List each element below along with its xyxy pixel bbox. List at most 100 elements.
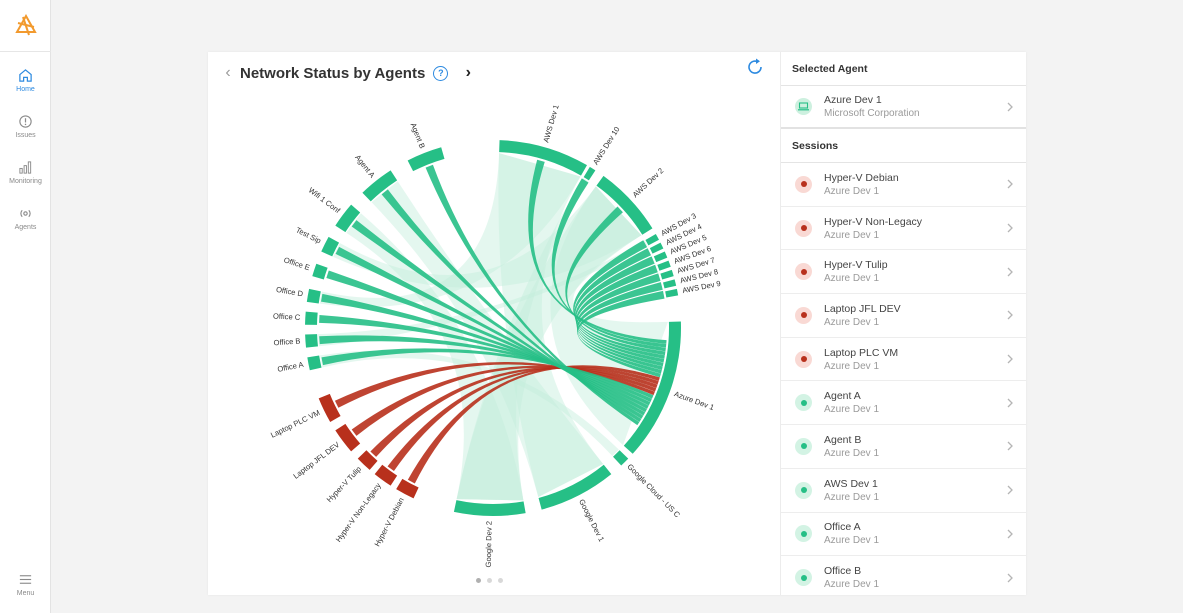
session-row[interactable]: Hyper-V Tulip Azure Dev 1 [781, 250, 1026, 295]
home-icon [19, 68, 32, 82]
session-row[interactable]: Agent B Azure Dev 1 [781, 425, 1026, 469]
nav-home[interactable]: Home [0, 58, 51, 102]
chord-arc[interactable] [613, 450, 629, 466]
chord-arc[interactable] [305, 311, 318, 325]
session-agent: Azure Dev 1 [824, 185, 880, 197]
chord-arc[interactable] [663, 279, 677, 289]
session-row[interactable]: AWS Dev 1 Azure Dev 1 [781, 469, 1026, 513]
session-list: Hyper-V Debian Azure Dev 1 Hyper-V Non-Leg… [781, 163, 1026, 595]
session-name: Hyper-V Tulip [824, 259, 888, 272]
chord-arc[interactable] [645, 234, 659, 246]
chord-arc[interactable] [362, 170, 398, 202]
chord-arc[interactable] [318, 393, 341, 422]
laptop-icon [795, 98, 812, 115]
chevron-right-icon [1007, 485, 1013, 495]
status-dot [800, 181, 807, 188]
status-indicator-icon [795, 306, 812, 324]
chord-label: AWS Dev 1 [541, 104, 560, 144]
session-row[interactable]: Agent A Azure Dev 1 [781, 381, 1026, 426]
chord-label: Google Dev 1 [577, 498, 606, 543]
chord-arc[interactable] [653, 251, 668, 263]
chord-label: AWS Dev 2 [631, 166, 666, 199]
chord-arc[interactable] [312, 263, 328, 280]
session-row[interactable]: Office B Azure Dev 1 [781, 556, 1026, 595]
chord-ribbon [575, 264, 664, 367]
nav-issues[interactable]: Issues [0, 104, 51, 148]
chord-arc[interactable] [374, 464, 398, 486]
sidebar: Home Issues Monitoring Agents Menu [0, 0, 51, 613]
status-dot [800, 443, 807, 450]
session-row[interactable]: Laptop JFL DEV Azure Dev 1 [781, 294, 1026, 338]
nav-agents[interactable]: Agents [0, 196, 51, 240]
chord-arc[interactable] [665, 288, 679, 298]
status-indicator-icon [795, 437, 812, 455]
chord-ribbon [321, 293, 649, 409]
status-indicator-icon [795, 175, 812, 193]
chord-arc[interactable] [396, 478, 419, 499]
background-ribbon [456, 177, 589, 501]
chord-arc[interactable] [335, 204, 361, 233]
session-row[interactable]: Office A Azure Dev 1 [781, 513, 1026, 557]
session-name: Hyper-V Debian [824, 171, 899, 184]
chord-ribbon [326, 270, 647, 413]
app-logo[interactable] [0, 0, 51, 52]
status-indicator-icon [795, 569, 812, 587]
chord-label: Office E [283, 255, 311, 272]
chord-arc[interactable] [335, 423, 361, 452]
next-chart-button[interactable]: › [465, 64, 471, 81]
chord-ribbon [574, 248, 665, 359]
chord-label: Agent A [353, 153, 377, 180]
nav-menu[interactable]: Menu [0, 562, 51, 606]
status-indicator-icon [795, 525, 812, 543]
chord-label: Laptop PLC VM [269, 408, 321, 440]
previous-chart-button[interactable]: ‹ [225, 64, 231, 81]
chord-ribbon [334, 361, 655, 408]
session-row[interactable]: Hyper-V Non-Legacy Azure Dev 1 [781, 207, 1026, 251]
session-text: Laptop JFL DEV Azure Dev 1 [824, 303, 901, 328]
chord-arc[interactable] [499, 140, 587, 176]
chord-arc[interactable] [657, 260, 671, 271]
chord-arc[interactable] [321, 236, 340, 257]
chord-ribbons [318, 153, 668, 501]
session-text: AWS Dev 1 Azure Dev 1 [824, 478, 879, 503]
background-ribbon [498, 153, 604, 498]
session-row[interactable]: Hyper-V Debian Azure Dev 1 [781, 163, 1026, 207]
chord-arc[interactable] [407, 147, 445, 172]
page-dot-1[interactable] [476, 578, 481, 583]
chord-label: Agent B [409, 121, 427, 149]
chord-arc[interactable] [596, 175, 653, 235]
status-dot [800, 530, 807, 537]
chord-label: Google Cloud - US C [625, 462, 682, 520]
refresh-icon[interactable] [744, 56, 766, 78]
session-text: Agent B Azure Dev 1 [824, 434, 879, 459]
session-agent: Azure Dev 1 [824, 273, 880, 285]
chord-ribbon [319, 314, 651, 406]
alert-circle-icon [19, 114, 32, 128]
chord-arc[interactable] [306, 288, 321, 304]
status-indicator-icon [795, 350, 812, 368]
chord-arc[interactable] [583, 166, 596, 181]
chord-arc[interactable] [660, 269, 674, 280]
chord-arc[interactable] [307, 355, 322, 371]
page-dot-2[interactable] [487, 578, 492, 583]
session-name: Laptop JFL DEV [824, 302, 901, 315]
sessions-heading: Sessions [781, 129, 1026, 163]
chord-arc[interactable] [538, 464, 612, 510]
nav-monitoring[interactable]: Monitoring [0, 150, 51, 194]
status-dot [800, 268, 807, 275]
chord-arc[interactable] [453, 500, 526, 516]
chord-arc[interactable] [623, 321, 681, 454]
session-row[interactable]: Laptop PLC VM Azure Dev 1 [781, 338, 1026, 382]
chord-arc[interactable] [357, 450, 378, 470]
status-dot [800, 225, 807, 232]
help-icon[interactable]: ? [433, 65, 449, 81]
chord-arc[interactable] [305, 334, 318, 348]
background-ribbon [456, 186, 642, 501]
page-dot-3[interactable] [498, 578, 503, 583]
selected-agent-row[interactable]: Azure Dev 1 Microsoft Corporation [781, 86, 1026, 129]
chevron-right-icon [1007, 102, 1013, 111]
status-dot [800, 487, 807, 494]
chord-arc[interactable] [649, 242, 664, 254]
session-text: Laptop PLC VM Azure Dev 1 [824, 347, 898, 372]
